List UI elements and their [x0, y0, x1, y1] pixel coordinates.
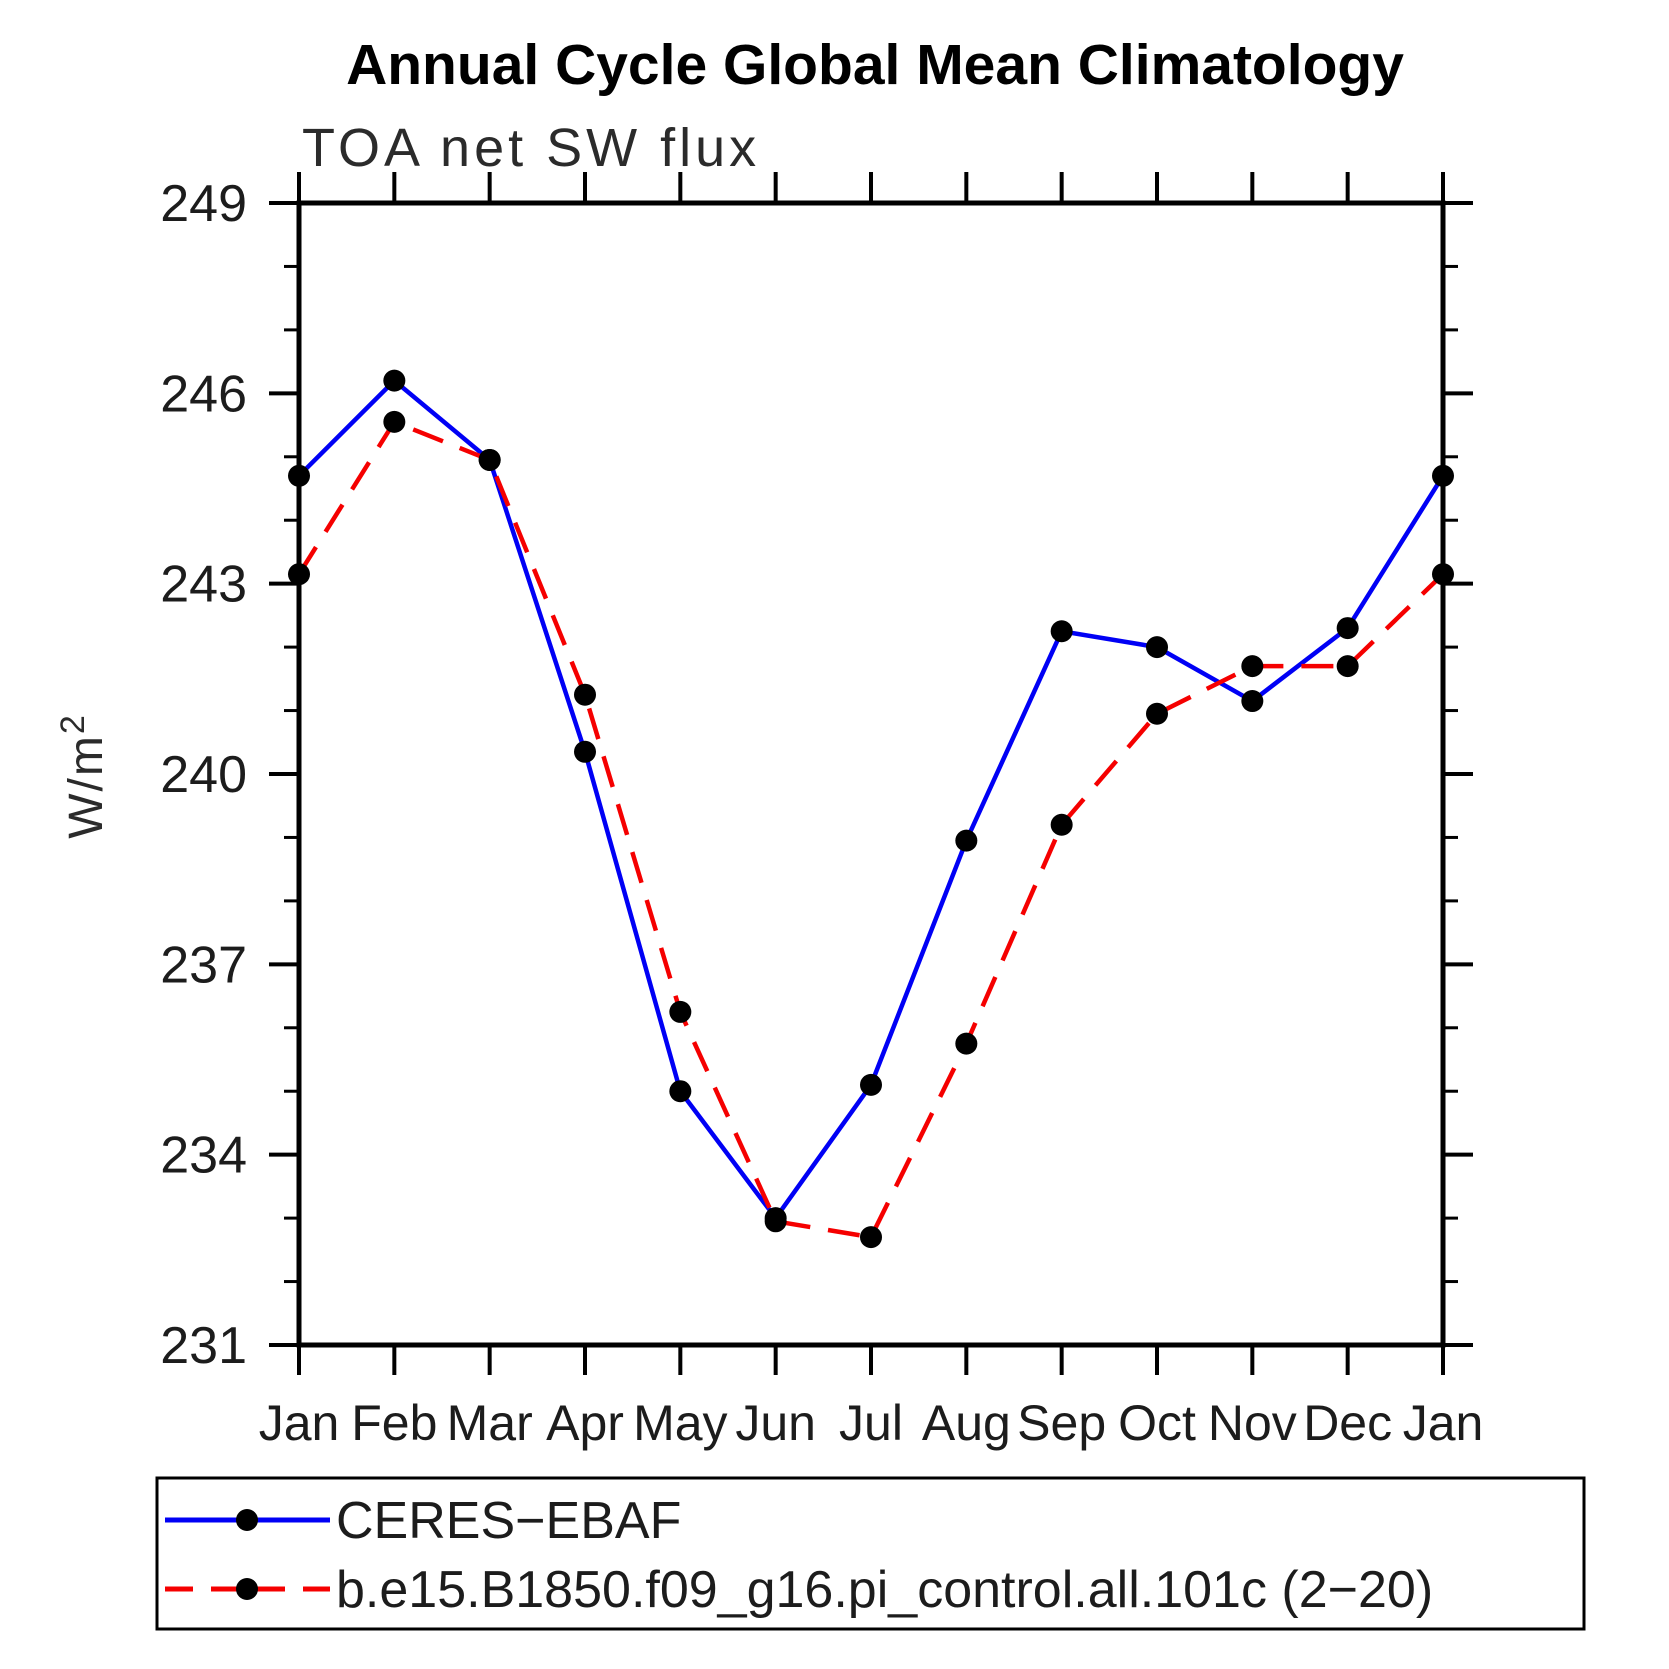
y-tick-label: 249 — [160, 175, 247, 233]
y-tick-label: 231 — [160, 1317, 247, 1375]
data-point-marker — [955, 829, 978, 852]
data-point-marker — [669, 1080, 692, 1103]
data-point-marker — [478, 448, 501, 471]
data-point-marker — [383, 369, 406, 392]
data-point-marker — [1432, 464, 1454, 487]
y-tick-label: 237 — [160, 936, 247, 994]
x-tick-label: Nov — [1208, 1395, 1297, 1451]
data-point-marker — [574, 683, 596, 706]
plot-frame — [296, 200, 1446, 1348]
data-point-marker — [288, 563, 310, 586]
x-tick-label: Feb — [351, 1395, 437, 1451]
x-tick-label: Mar — [447, 1395, 533, 1451]
chart-title: Annual Cycle Global Mean Climatology — [346, 33, 1404, 97]
y-tick-label: 246 — [160, 365, 247, 423]
data-point-marker — [574, 740, 596, 763]
data-point-marker — [383, 410, 406, 433]
legend: CERES−EBAF b.e15.B1850.f09_g16.pi_contro… — [155, 1476, 1586, 1631]
x-tick-label: Oct — [1118, 1395, 1196, 1451]
x-tick-label: Jun — [735, 1395, 816, 1451]
x-tick-label: May — [633, 1395, 727, 1451]
series-layer — [288, 369, 1454, 1249]
legend-label-model: b.e15.B1850.f09_g16.pi_control.all.101c … — [336, 1561, 1433, 1619]
data-point-marker — [1050, 620, 1073, 643]
legend-marker-ceres — [236, 1509, 258, 1531]
x-tick-label: Dec — [1303, 1395, 1392, 1451]
data-point-marker — [288, 464, 310, 487]
data-point-marker — [1336, 655, 1359, 678]
model-line — [297, 419, 1445, 1240]
data-point-marker — [1241, 690, 1264, 713]
x-tick-label: Jul — [839, 1395, 903, 1451]
y-axis-label: W/m2 — [54, 713, 113, 839]
data-point-marker — [955, 1032, 978, 1055]
y-axis-label-base: W/m — [60, 734, 113, 839]
y-tick-label: 240 — [160, 746, 247, 804]
data-point-marker — [1336, 617, 1359, 640]
data-point-marker — [1146, 702, 1168, 725]
x-tick-label: Jan — [1403, 1395, 1484, 1451]
x-tick-label: Jan — [259, 1395, 340, 1451]
data-point-marker — [764, 1210, 787, 1233]
data-point-marker — [1241, 655, 1264, 678]
x-tick-label: Aug — [922, 1395, 1011, 1451]
data-point-marker — [669, 1000, 692, 1023]
x-tick-label: Sep — [1017, 1395, 1106, 1451]
legend-box — [155, 1476, 1586, 1631]
legend-marker-model — [236, 1578, 258, 1600]
data-point-marker — [1146, 636, 1168, 659]
y-axis-label-exponent: 2 — [54, 713, 92, 734]
legend-label-ceres: CERES−EBAF — [336, 1492, 681, 1550]
chart-subtitle: TOA net SW flux — [302, 118, 760, 178]
y-tick-label: 243 — [160, 556, 247, 614]
y-tick-label: 234 — [160, 1127, 247, 1185]
data-point-marker — [860, 1226, 882, 1249]
data-point-marker — [1050, 813, 1073, 836]
x-tick-label: Apr — [546, 1395, 624, 1451]
data-point-marker — [860, 1073, 882, 1096]
axes-layer: Jan Feb Mar Apr May Jun Jul Aug Sep Oct Nov Dec Jan2… — [160, 172, 1483, 1451]
data-point-marker — [1432, 563, 1454, 586]
